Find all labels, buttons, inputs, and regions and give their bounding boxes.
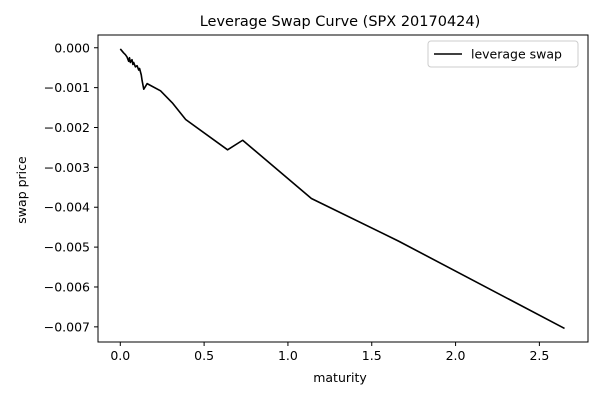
- legend-frame: [427, 40, 579, 68]
- x-axis-label: maturity: [313, 370, 367, 385]
- x-tick-label: 1.5: [362, 348, 382, 363]
- y-tick-label: −0.001: [44, 80, 90, 95]
- y-tick-label: −0.005: [44, 240, 90, 255]
- x-tick-label: 1.0: [278, 348, 298, 363]
- y-tick-label: −0.006: [44, 279, 90, 294]
- y-tick-label: −0.002: [44, 120, 90, 135]
- x-tick-label: 0.0: [110, 348, 130, 363]
- x-tick-label: 0.5: [194, 348, 214, 363]
- x-tick-label: 2.0: [446, 348, 466, 363]
- y-tick-label: 0.000: [54, 40, 90, 55]
- x-axis-ticks: 0.0 0.5 1.0 1.5 2.0 2.5: [110, 342, 549, 363]
- y-axis-label: swap price: [14, 156, 29, 224]
- legend-label-leverage-swap: leverage swap: [471, 47, 562, 62]
- chart-title: Leverage Swap Curve (SPX 20170424): [200, 14, 481, 30]
- legend: leverage swap: [427, 40, 579, 68]
- y-tick-label: −0.004: [44, 200, 90, 215]
- y-tick-label: −0.003: [44, 160, 90, 175]
- series-line-leverage-swap: [119, 48, 565, 330]
- y-tick-label: −0.007: [44, 319, 90, 334]
- plot-lines: [119, 48, 565, 330]
- plot-area-frame: [97, 34, 589, 343]
- y-axis-ticks: 0.000 −0.001 −0.002 −0.003 −0.004 −0.005 −0.00…: [44, 40, 98, 334]
- x-tick-label: 2.5: [529, 348, 549, 363]
